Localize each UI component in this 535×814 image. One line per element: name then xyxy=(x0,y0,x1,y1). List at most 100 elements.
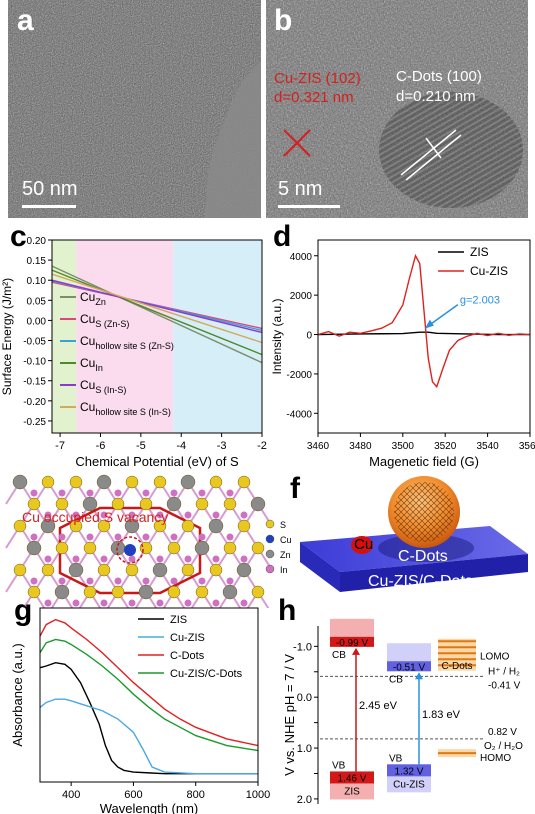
in-atom xyxy=(226,577,234,585)
s-atom xyxy=(111,497,125,511)
vb-value-1: 1.32 V xyxy=(395,766,424,777)
cdots-lomo-label: LOMO xyxy=(480,652,510,663)
s-atom xyxy=(111,585,125,599)
in-atom xyxy=(72,511,80,519)
s-atom xyxy=(209,475,223,489)
in-atom xyxy=(58,577,66,585)
o-couple-label: O₂ / H₂O xyxy=(484,741,523,752)
in-atom xyxy=(58,489,66,497)
panel-f-cu-label: Cu xyxy=(354,536,374,553)
in-atom xyxy=(44,599,52,607)
cdots-name: C-Dots xyxy=(441,661,472,672)
series-line-3 xyxy=(51,269,263,356)
gap-label-0: 2.45 eV xyxy=(359,700,398,712)
in-atom xyxy=(142,577,150,585)
in-atom xyxy=(198,577,206,585)
legend-dot xyxy=(265,549,275,559)
x-tick-label: 600 xyxy=(124,789,142,801)
in-atom xyxy=(72,555,80,563)
x-tick-label: -4 xyxy=(176,440,186,452)
y-tick-label: -2000 xyxy=(286,370,312,381)
cdots-homo-label: HOMO xyxy=(480,753,511,764)
zn-atom xyxy=(26,540,42,556)
in-atom xyxy=(184,599,192,607)
in-atom xyxy=(198,489,206,497)
in-atom xyxy=(240,555,248,563)
in-atom xyxy=(128,599,136,607)
vb-label-0: VB xyxy=(332,760,346,771)
y-tick-label: -0.20 xyxy=(23,397,46,408)
in-atom xyxy=(226,533,234,541)
legend-entry: C-Dots xyxy=(170,650,205,662)
in-atom xyxy=(156,599,164,607)
in-atom xyxy=(240,511,248,519)
in-atom xyxy=(198,533,206,541)
in-atom xyxy=(114,533,122,541)
y-tick-label: -4000 xyxy=(286,409,312,420)
series-line-2 xyxy=(39,618,259,747)
in-atom xyxy=(128,511,136,519)
in-atom xyxy=(44,555,52,563)
in-atom xyxy=(240,599,248,607)
s-atom xyxy=(69,475,83,489)
panel-f-slab-front xyxy=(340,554,528,592)
zn-atom xyxy=(68,562,84,578)
s-atom xyxy=(223,541,237,555)
panel-f-cu-dot xyxy=(351,536,373,554)
panel-e-annotation: Cu occupied S vacancy xyxy=(22,509,169,525)
zn-atom xyxy=(124,518,140,534)
s-atom xyxy=(83,585,97,599)
panel-b-texture xyxy=(266,0,528,218)
vb-block-0 xyxy=(330,771,374,784)
s-atom xyxy=(223,497,237,511)
x-tick-label: 3460 xyxy=(307,441,330,452)
x-tick-label: 3520 xyxy=(434,441,457,452)
vb-label-1: VB xyxy=(389,753,403,764)
y-tick-label: 2000 xyxy=(290,291,313,302)
in-atom xyxy=(100,511,108,519)
in-atom xyxy=(58,533,66,541)
in-atom xyxy=(212,599,220,607)
s-atom xyxy=(83,541,97,555)
s-atom xyxy=(13,563,27,577)
s-atom xyxy=(195,497,209,511)
in-atom xyxy=(156,511,164,519)
legend-entry: Cu-ZIS xyxy=(170,632,205,644)
s-atom xyxy=(41,563,55,577)
x-tick-label: -3 xyxy=(217,440,227,452)
cu-site-ring xyxy=(116,536,144,564)
legend-entry: Cu-ZIS xyxy=(470,264,508,278)
panel-b-cdots-label-2: d=0.210 nm xyxy=(396,88,476,105)
x-tick-label: 3560 xyxy=(519,441,535,452)
y-tick-label: 1.0 xyxy=(297,743,312,755)
in-atom xyxy=(86,533,94,541)
s-atom xyxy=(153,519,167,533)
zn-atom xyxy=(194,540,210,556)
series-line-3 xyxy=(39,638,259,752)
in-atom xyxy=(114,577,122,585)
y-tick-label: 2.0 xyxy=(297,794,312,806)
s-atom xyxy=(125,475,139,489)
panel-f-schematic xyxy=(300,476,528,592)
in-atom xyxy=(184,511,192,519)
annotation-g-value: g=2.003 xyxy=(460,295,500,307)
s-atom xyxy=(97,563,111,577)
y-tick-label: 0.00 xyxy=(27,316,47,327)
zn-atom xyxy=(82,496,98,512)
gap-arrowhead-1 xyxy=(415,672,423,680)
panel-b-scale-bar xyxy=(278,205,340,208)
panel-h-label: h xyxy=(278,594,297,627)
region-0 xyxy=(52,240,77,433)
vb-block-1 xyxy=(387,764,431,777)
panel-b-scale-text: 5 nm xyxy=(278,178,323,200)
s-atom xyxy=(167,541,181,555)
x-tick-label: -5 xyxy=(136,440,146,452)
y-axis-title: Absorbance (a.u.) xyxy=(10,643,25,746)
legend-entry: In xyxy=(280,565,288,575)
plot-frame xyxy=(317,239,531,434)
in-atom xyxy=(30,489,38,497)
gap-arrowhead-0 xyxy=(352,647,360,655)
in-atom xyxy=(156,555,164,563)
y-tick-label: -0.10 xyxy=(23,357,46,368)
y-tick-label: 0.10 xyxy=(27,276,47,287)
